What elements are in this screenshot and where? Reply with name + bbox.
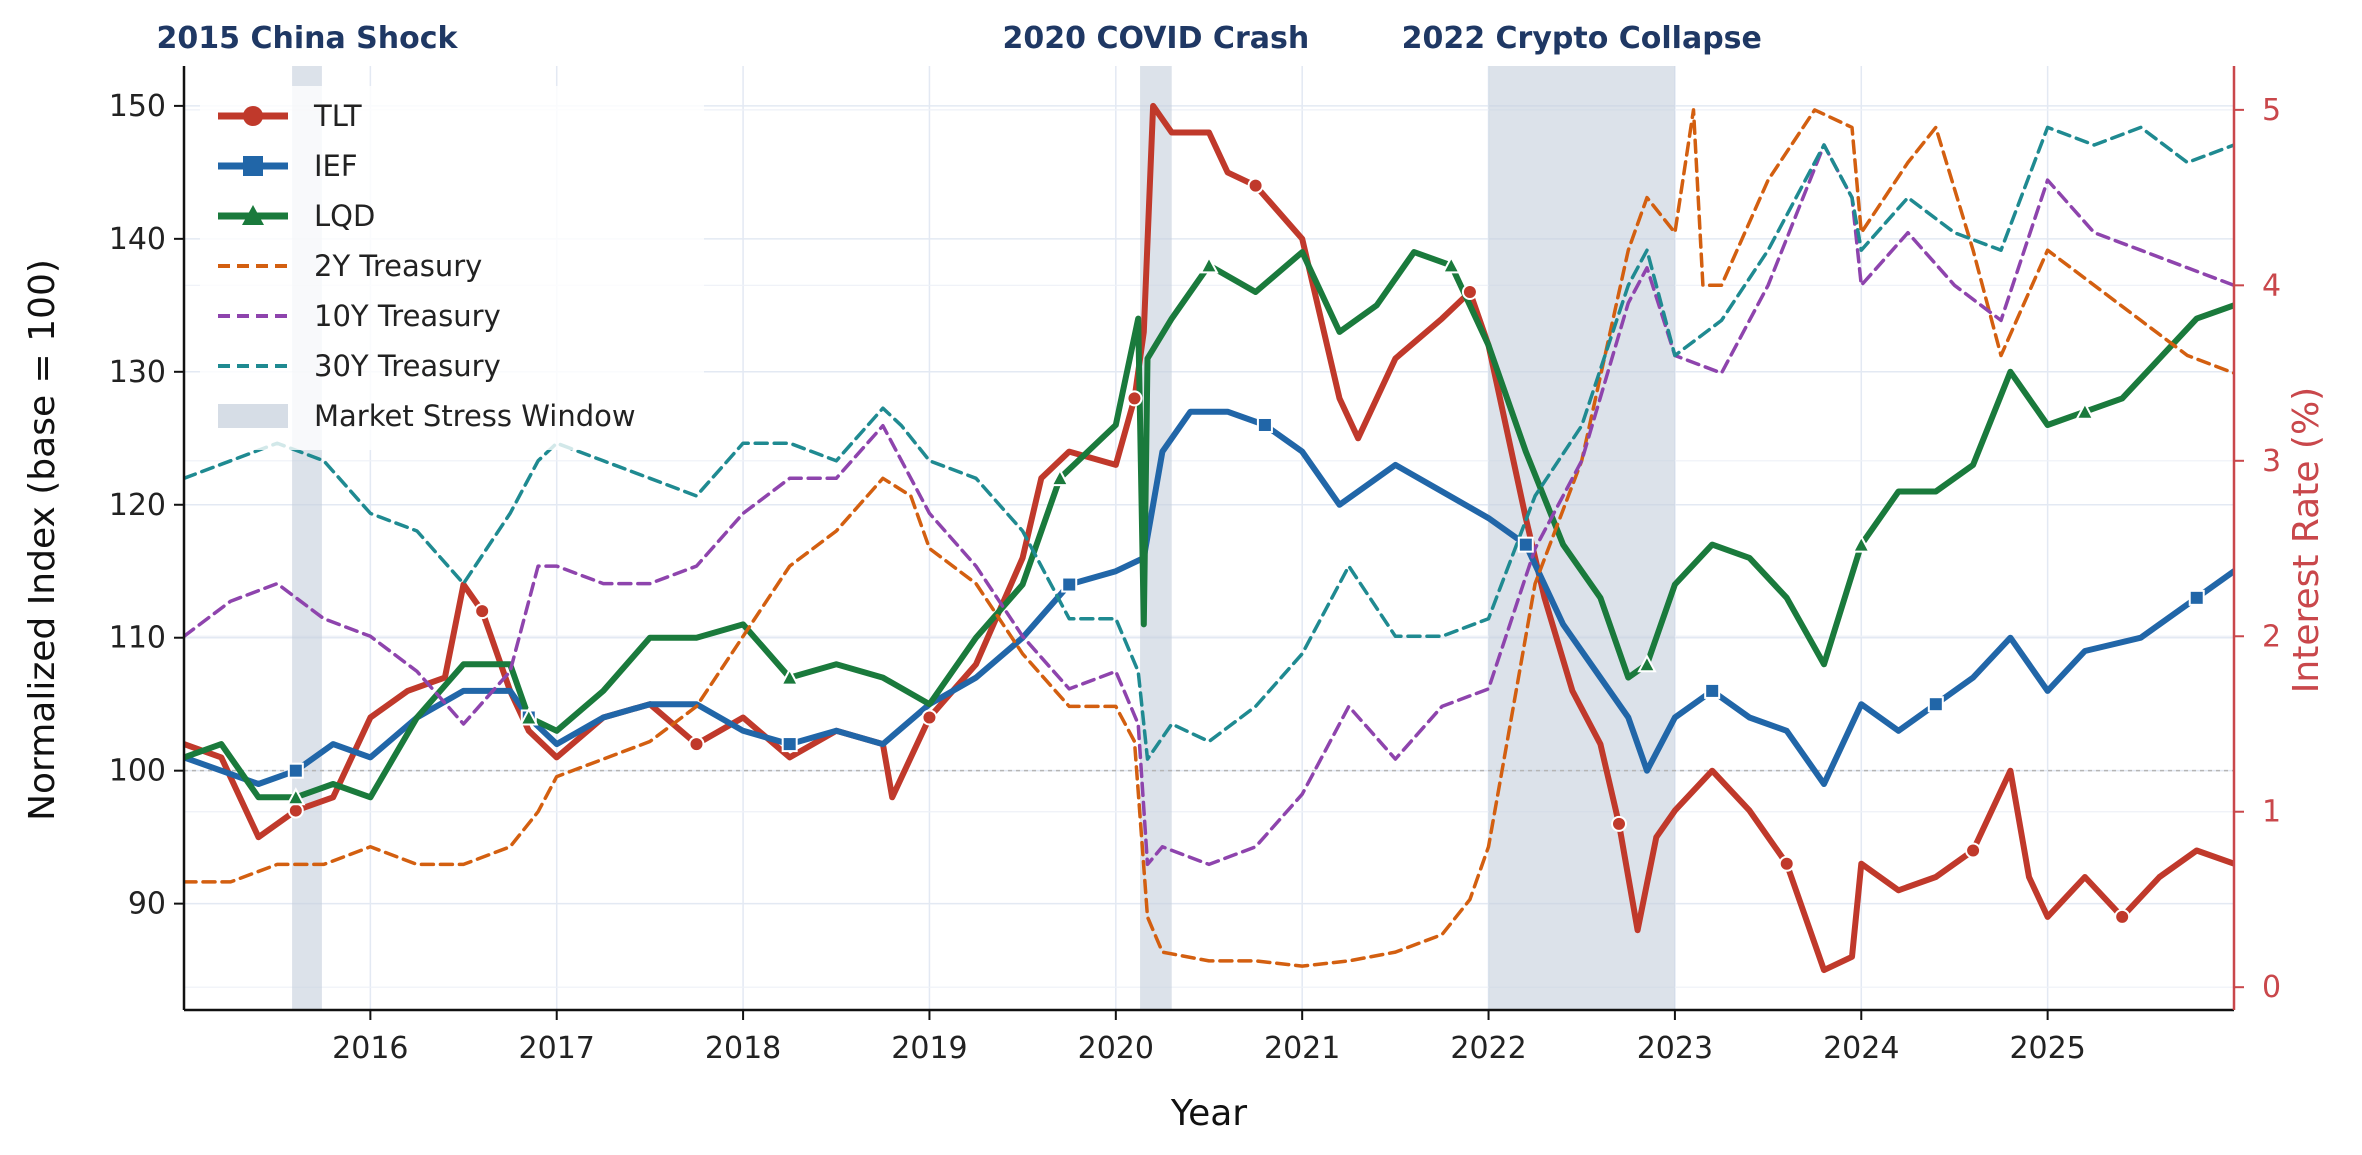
y-tick-label-left: 150 [109, 89, 166, 124]
data-point-marker [1247, 177, 1264, 194]
data-point-marker [688, 736, 705, 753]
data-point-marker [2114, 908, 2131, 925]
legend-label: LQD [314, 199, 375, 233]
legend-label: 2Y Treasury [314, 249, 482, 283]
x-tick-label: 2023 [1637, 1031, 1713, 1066]
axes [174, 66, 2244, 1020]
data-point-marker [519, 707, 539, 726]
data-point-marker [1441, 255, 1461, 274]
y-tick-label-right: 4 [2262, 268, 2281, 303]
legend-box [200, 86, 704, 450]
data-point-marker [781, 736, 798, 753]
data-point-marker [1778, 855, 1795, 872]
data-point-marker [1199, 255, 1219, 274]
data-point-marker [780, 667, 800, 686]
legend-marker [243, 156, 263, 176]
series-line-2y-treasury [184, 108, 2234, 968]
series-markers [286, 177, 2205, 925]
series-line-ief [184, 408, 2234, 787]
x-tick-label: 2021 [1264, 1031, 1340, 1066]
legend-swatch-stress [218, 404, 288, 428]
event-label: 2015 China Shock [157, 21, 459, 56]
data-point-marker [1927, 696, 1944, 713]
y-tick-label-right: 3 [2262, 444, 2281, 479]
data-point-marker [474, 603, 491, 620]
y-tick-label-right: 0 [2262, 970, 2281, 1005]
x-tick-label: 2019 [891, 1031, 967, 1066]
data-point-marker [1461, 284, 1478, 301]
data-point-marker [1061, 576, 1078, 593]
legend-label: TLT [313, 99, 362, 133]
legend-label: 30Y Treasury [314, 349, 501, 383]
data-point-marker [1704, 682, 1721, 699]
legend-label: 10Y Treasury [314, 299, 501, 333]
x-tick-label: 2020 [1078, 1031, 1154, 1066]
data-point-marker [287, 762, 304, 779]
x-tick-label: 2017 [519, 1031, 595, 1066]
event-label: 2020 COVID Crash [1003, 21, 1310, 56]
data-point-marker [1517, 536, 1534, 553]
data-point-marker [1637, 654, 1657, 673]
data-point-marker [1256, 416, 1273, 433]
y-axis-title-left: Normalized Index (base = 100) [22, 259, 63, 821]
legend-marker [242, 205, 264, 225]
series-line-30y-treasury [184, 125, 2234, 761]
y-axis-title-right: Interest Rate (%) [2286, 387, 2327, 693]
data-point-marker [1126, 390, 1143, 407]
event-labels: 2015 China Shock 2020 COVID Crash 2022 Cry… [157, 21, 1762, 56]
data-point-marker [286, 787, 306, 806]
x-tick-label: 2025 [2009, 1031, 2085, 1066]
x-tick-label: 2024 [1823, 1031, 1899, 1066]
y-tick-label-left: 110 [109, 621, 166, 656]
data-point-marker [1050, 468, 1070, 487]
legend: TLT IEF LQD 2Y Treasury 10Y Treasury 30Y Trea… [200, 86, 704, 450]
x-tick-label: 2022 [1450, 1031, 1526, 1066]
series-line-10y-treasury [184, 143, 2234, 867]
y-tick-label-left: 100 [109, 754, 166, 789]
x-tick-label: 2018 [705, 1031, 781, 1066]
legend-label: Market Stress Window [314, 399, 636, 433]
data-point-marker [2188, 589, 2205, 606]
y-tick-label-right: 5 [2262, 93, 2281, 128]
y-tick-label-left: 140 [109, 222, 166, 257]
data-point-marker [921, 709, 938, 726]
legend-label: IEF [314, 149, 358, 183]
x-axis-title: Year [1170, 1093, 1247, 1134]
data-point-marker [1611, 815, 1627, 832]
y-tick-label-left: 90 [128, 887, 166, 922]
tick-labels: 2016 2017 2018 2019 2020 2021 2022 2023 2024 2025… [109, 89, 2281, 1066]
y-tick-label-left: 130 [109, 355, 166, 390]
data-point-marker [1965, 842, 1982, 859]
legend-marker [243, 106, 263, 126]
event-label: 2022 Crypto Collapse [1402, 21, 1762, 56]
y-tick-label-right: 1 [2262, 795, 2281, 830]
data-point-marker [1851, 534, 1871, 553]
x-tick-label: 2016 [332, 1031, 408, 1066]
y-tick-label-left: 120 [109, 488, 166, 523]
data-point-marker [287, 802, 304, 819]
data-point-marker [2075, 401, 2095, 420]
y-tick-label-right: 2 [2262, 619, 2281, 654]
